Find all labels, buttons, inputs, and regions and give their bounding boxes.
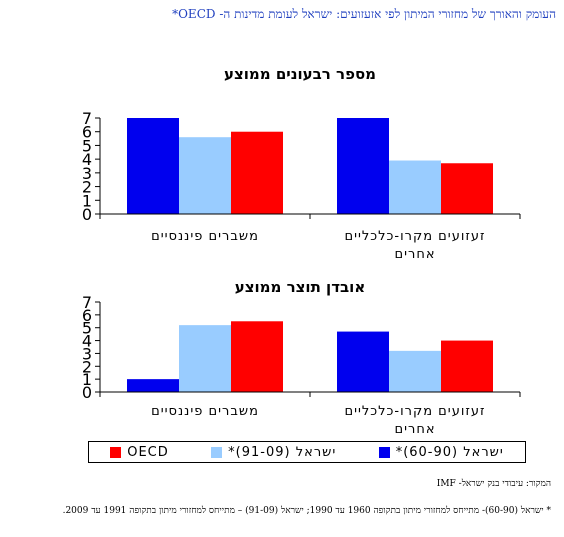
y-tick-label: 4	[82, 332, 92, 351]
legend-item: ישראל (60-90)*	[378, 444, 504, 460]
footnote: * ישראל (60-90)- מתייחס למחזורי מיתון בת…	[62, 506, 551, 516]
y-tick-label: 3	[82, 344, 92, 363]
y-tick-label: 4	[82, 150, 92, 169]
legend-swatch	[110, 446, 122, 458]
bar-chart2-cat1-series2	[179, 325, 231, 392]
source-note: המקור: עיבודי בנק ישראל- IMF	[436, 479, 551, 489]
legend-label: OECD	[127, 444, 169, 460]
charts-canvas: מספר רבעונים ממוצע משברים פיננסיים זעזועים…	[82, 65, 521, 437]
y-tick-label: 1	[82, 191, 92, 210]
page-title: העומק והאורך של מחזורי המיתון לפי אזעזוע…	[172, 7, 556, 21]
y-tick-label: 0	[82, 205, 92, 224]
y-tick-label: 5	[82, 319, 92, 338]
y-tick-label: 5	[82, 136, 92, 155]
y-tick-label: 0	[82, 383, 92, 402]
legend-item: ישראל (91-09)*	[211, 445, 336, 460]
legend-label: ישראל (60-90)*	[395, 444, 504, 460]
bar-chart1-cat1-series2	[179, 137, 231, 214]
category-label: אחרים	[394, 422, 435, 437]
chart-title-1: מספר רבעונים ממוצע	[224, 65, 376, 83]
bar-chart2-cat2-series3	[441, 340, 493, 392]
y-tick-label: 7	[82, 109, 92, 128]
bar-chart2-cat2-series1	[337, 331, 389, 392]
bar-chart1-cat1-series1	[127, 118, 179, 214]
y-tick-label: 3	[82, 164, 92, 183]
y-tick-label: 2	[82, 178, 92, 197]
bar-chart2-cat1-series1	[127, 379, 179, 392]
legend-swatch	[211, 446, 223, 458]
legend-swatch	[378, 446, 390, 458]
bar-chart1-cat2-series1	[337, 118, 389, 214]
category-label: זעזועים מקרו-כלכליים	[344, 404, 485, 419]
category-label: משברים פיננסיים	[151, 229, 259, 244]
legend-item: OECD	[110, 445, 169, 460]
category-label: משברים פיננסיים	[151, 404, 259, 419]
legend-label: ישראל (91-09)*	[228, 444, 337, 460]
legend: ישראל (60-90)* ישראל (91-09)* OECD	[88, 441, 526, 463]
category-label: אחרים	[394, 247, 435, 262]
y-tick-label: 7	[82, 293, 92, 312]
y-tick-label: 2	[82, 357, 92, 376]
y-tick-label: 6	[82, 306, 92, 325]
category-label: זעזועים מקרו-כלכליים	[344, 229, 485, 244]
bar-chart1-cat1-series3	[231, 131, 283, 214]
bar-chart1-cat2-series2	[389, 160, 441, 214]
chart-title-2: אובדן תוצר ממוצע	[235, 278, 366, 296]
y-tick-label: 6	[82, 123, 92, 142]
bar-chart2-cat1-series3	[231, 321, 283, 392]
bar-chart2-cat2-series2	[389, 350, 441, 392]
bar-chart1-cat2-series3	[441, 163, 493, 214]
y-tick-label: 1	[82, 370, 92, 389]
